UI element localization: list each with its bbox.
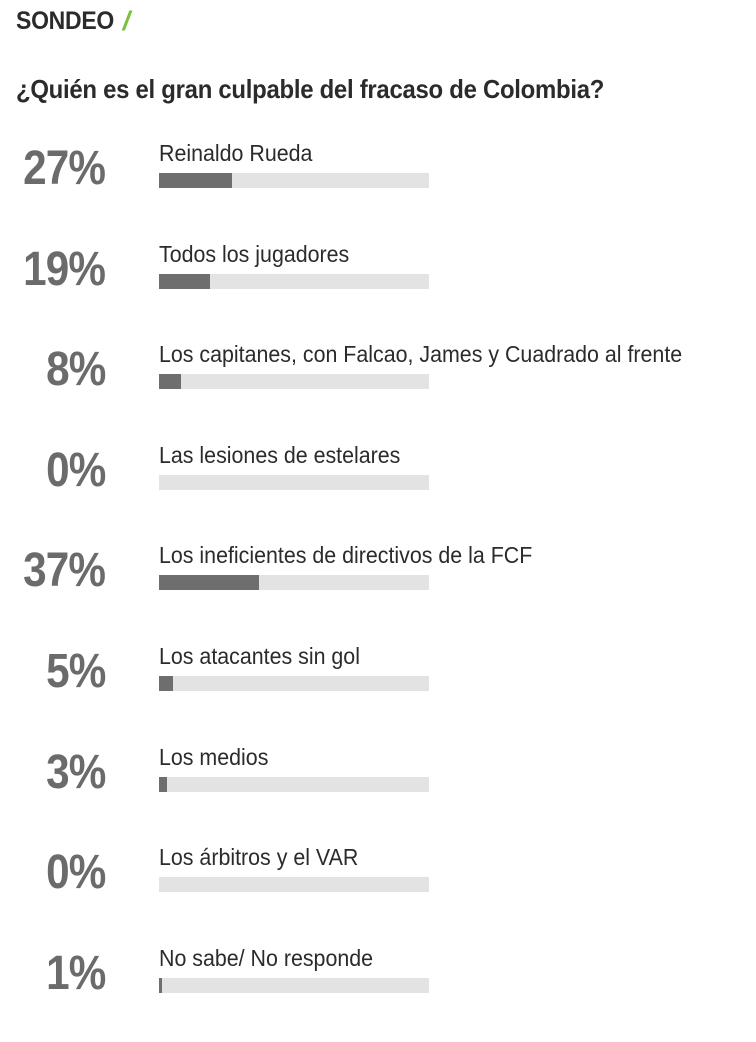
option-bar-track — [159, 173, 429, 188]
option-bar-track — [159, 273, 429, 289]
option-label: Los medios — [159, 743, 269, 770]
poll-header: SONDEO / — [16, 4, 130, 38]
poll-option[interactable]: 1% No sabe/ No responde — [0, 942, 756, 1042]
option-percent: 37% — [23, 544, 106, 598]
option-label: No sabe/ No responde — [159, 944, 374, 971]
option-percent: 0% — [45, 846, 106, 900]
poll-option[interactable]: 0% Las lesiones de estelares — [0, 439, 756, 540]
option-percent: 1% — [45, 946, 106, 1000]
option-label: Todos los jugadores — [159, 240, 350, 267]
option-bar-track — [159, 877, 429, 893]
poll-option[interactable]: 0% Los árbitros y el VAR — [0, 841, 756, 942]
option-percent: 19% — [23, 242, 106, 296]
poll-option[interactable]: 3% Los medios — [0, 741, 756, 842]
option-percent: 3% — [45, 745, 106, 799]
option-percent: 0% — [45, 443, 106, 497]
option-bar-fill — [159, 374, 181, 390]
poll-question: ¿Quién es el gran culpable del fracaso d… — [16, 74, 605, 104]
poll-options: 27% Reinaldo Rueda 19% Todos los jugador… — [0, 137, 756, 1042]
option-bar-fill — [159, 675, 173, 691]
option-bar-fill — [159, 977, 162, 993]
option-bar-track — [159, 977, 429, 993]
option-label: Los ineficientes de directivos de la FCF — [159, 542, 533, 569]
accent-slash-icon: / — [122, 5, 131, 36]
option-percent: 5% — [45, 644, 106, 698]
poll-option[interactable]: 5% Los atacantes sin gol — [0, 640, 756, 741]
poll-option[interactable]: 27% Reinaldo Rueda — [0, 137, 756, 238]
poll-section-label: SONDEO — [16, 6, 115, 35]
option-label: Las lesiones de estelares — [159, 441, 401, 468]
option-label: Los árbitros y el VAR — [159, 844, 359, 871]
option-bar-fill — [159, 776, 168, 792]
option-bar-fill — [159, 273, 211, 289]
option-percent: 8% — [45, 343, 106, 397]
option-label: Reinaldo Rueda — [159, 140, 313, 166]
poll-option[interactable]: 37% Los ineficientes de directivos de la… — [0, 539, 756, 640]
option-percent: 27% — [23, 142, 106, 195]
option-label: Los capitanes, con Falcao, James y Cuadr… — [159, 341, 683, 368]
option-bar-track — [159, 675, 429, 691]
option-bar-track — [159, 474, 429, 490]
option-bar-fill — [159, 575, 259, 591]
poll-option[interactable]: 8% Los capitanes, con Falcao, James y Cu… — [0, 338, 756, 439]
option-bar-fill — [159, 173, 232, 188]
poll-option[interactable]: 19% Todos los jugadores — [0, 238, 756, 339]
option-label: Los atacantes sin gol — [159, 642, 360, 669]
option-bar-track — [159, 776, 429, 792]
option-bar-track — [159, 374, 429, 390]
option-bar-track — [159, 575, 429, 591]
